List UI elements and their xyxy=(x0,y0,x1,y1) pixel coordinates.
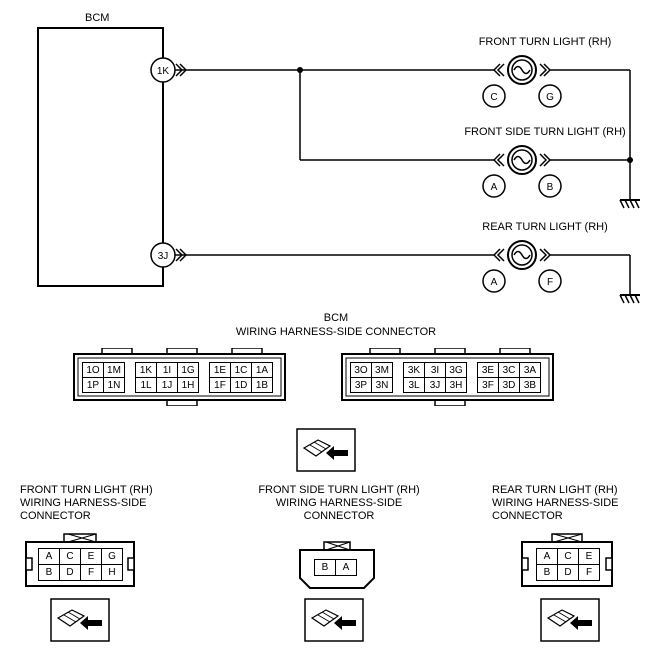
fst-conn-title: FRONT SIDE TURN LIGHT (RH) WIRING HARNES… xyxy=(244,484,434,524)
pin-3j-text: 3J xyxy=(158,251,169,262)
rear-turn-lamp: A F xyxy=(483,241,630,292)
bcm-label: BCM xyxy=(85,12,109,25)
bcm-conn-right-g3: 3E3C3A 3F3D3B xyxy=(477,362,541,393)
bcm-conn-right-g2: 3K3I3G 3L3J3H xyxy=(403,362,467,393)
front-turn-lamp: C G xyxy=(483,56,630,107)
svg-text:B: B xyxy=(547,182,554,193)
rt-conn-pins: ACE BDF xyxy=(536,548,600,581)
bcm-conn-left-g2: 1K1I1G 1L1J1H xyxy=(135,362,199,393)
front-side-turn-lamp: A B xyxy=(483,146,630,197)
ground-symbol-1 xyxy=(620,200,640,208)
front-side-turn-label: FRONT SIDE TURN LIGHT (RH) xyxy=(430,126,660,139)
ground-symbol-2 xyxy=(620,295,640,303)
bcm-conn-left-g3: 1E1C1A 1F1D1B xyxy=(209,362,273,393)
svg-text:G: G xyxy=(546,92,554,103)
front-turn-label: FRONT TURN LIGHT (RH) xyxy=(445,36,645,49)
insert-icon-bcm xyxy=(296,428,356,472)
svg-text:A: A xyxy=(491,277,498,288)
ft-conn-title: FRONT TURN LIGHT (RH) WIRING HARNESS-SID… xyxy=(20,484,190,524)
bcm-conn-title: BCM xyxy=(0,312,672,325)
ft-conn-pins: ACEG BDFH xyxy=(38,548,123,581)
pin-1k-text: 1K xyxy=(157,66,170,77)
insert-icon-ft xyxy=(50,598,110,642)
bcm-conn-right-g1: 3O3M 3P3N xyxy=(350,362,393,393)
rt-conn-title: REAR TURN LIGHT (RH) WIRING HARNESS-SIDE… xyxy=(492,484,662,524)
svg-text:A: A xyxy=(491,182,498,193)
svg-text:C: C xyxy=(490,92,497,103)
bcm-conn-subtitle: WIRING HARNESS-SIDE CONNECTOR xyxy=(0,326,672,339)
fst-conn-pins: BA xyxy=(314,559,357,576)
insert-icon-rt xyxy=(540,598,600,642)
bcm-box xyxy=(38,28,163,286)
insert-icon-fst xyxy=(304,598,364,642)
rear-turn-label: REAR TURN LIGHT (RH) xyxy=(445,221,645,234)
bcm-conn-left-g1: 1O1M 1P1N xyxy=(82,362,125,393)
svg-text:F: F xyxy=(547,277,553,288)
